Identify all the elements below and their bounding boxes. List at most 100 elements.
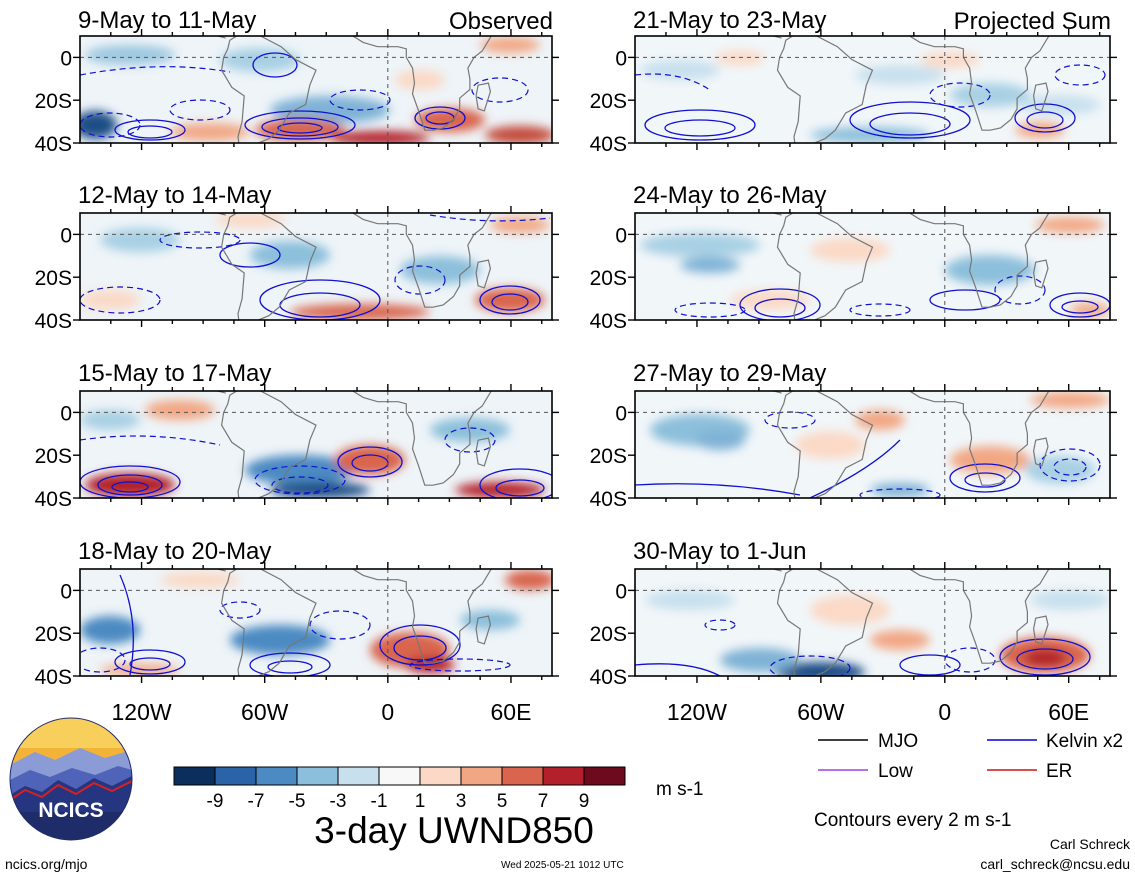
panel-overlay: [635, 535, 1110, 676]
lat-label: 0: [615, 224, 627, 247]
contour-note: Contours every 2 m s-1: [814, 810, 1011, 831]
panel-frame: [634, 568, 1111, 677]
colorbar-swatch: [501, 766, 544, 786]
lat-label: 40S: [35, 488, 72, 511]
observed-label: Observed: [449, 8, 553, 35]
lat-label: 0: [615, 47, 627, 70]
lat-label: 40S: [590, 666, 627, 689]
coastline: [220, 213, 317, 320]
coastline: [776, 569, 874, 676]
lat-label: 0: [60, 402, 72, 425]
colorbar-tick-label: 1: [415, 791, 426, 812]
colorbar-swatch: [378, 766, 421, 786]
panel-frame: [79, 390, 553, 499]
footer-email: carl_schreck@ncsu.edu: [980, 856, 1130, 872]
panel-frame: [79, 568, 553, 677]
lat-label: 0: [60, 224, 72, 247]
colorbar-swatch: [542, 766, 585, 786]
panel-overlay: [635, 213, 1110, 320]
coastline: [772, 569, 782, 572]
coastline: [1032, 615, 1049, 645]
footer-url: ncics.org/mjo: [5, 856, 88, 872]
main-title: 3-day UWND850: [314, 810, 594, 851]
colorbar-swatch: [460, 766, 503, 786]
coastline: [216, 391, 226, 394]
map-overlays: 0 20S 40S 0 20S 40S 0 20S 40S 0 20S 40S 120W 60W 0 60E 0…: [35, 29, 1117, 725]
panel-overlay: [635, 36, 1110, 143]
lon-label: 60E: [490, 699, 531, 725]
panel-title: 9-May to 11-May: [78, 7, 256, 34]
colorbar-tick-label: 7: [538, 791, 549, 812]
coastline: [475, 615, 492, 645]
panel-right-2: 24-May to 26-May: [633, 182, 1110, 320]
panel-frame: [79, 35, 553, 144]
lat-label: 20S: [590, 445, 627, 468]
panel-right-4: 30-May to 1-Jun: [633, 538, 1110, 676]
colorbar-tick-label: 9: [579, 791, 590, 812]
coastline: [772, 213, 782, 216]
panel-overlay: [80, 213, 552, 320]
coastline: [909, 213, 1050, 308]
lat-label: 20S: [590, 90, 627, 113]
uwnd-field: [80, 36, 552, 143]
coastline: [476, 357, 509, 387]
colorbar-swatch: [296, 766, 339, 786]
logo-text: NCICS: [38, 799, 103, 822]
uwnd-field: [635, 36, 1110, 143]
uwnd-field: [80, 569, 552, 676]
colorbar-swatch: [173, 766, 216, 786]
lat-label: 20S: [35, 445, 72, 468]
footer-timestamp: Wed 2025-05-21 1012 UTC: [501, 860, 624, 871]
panel-overlay: [80, 36, 552, 143]
colorbar-tick-label: -9: [207, 791, 224, 812]
coastline: [1034, 535, 1067, 565]
lon-label: 60W: [797, 699, 845, 725]
coastline: [352, 36, 492, 131]
coastline: [220, 391, 317, 498]
colorbar-swatch: [337, 766, 380, 786]
coastline: [352, 391, 492, 486]
panel-title: 30-May to 1-Jun: [633, 538, 806, 565]
contour-legend: MJO Kelvin x2 Low ER Contours every 2 m …: [814, 731, 1123, 831]
panel-overlay: [80, 569, 552, 676]
coastline: [909, 36, 1050, 131]
lon-label: 0: [381, 699, 394, 725]
lat-label: 0: [60, 47, 72, 70]
legend-label-er: ER: [1046, 761, 1072, 782]
lat-label: 20S: [590, 623, 627, 646]
colorbar-swatch: [214, 766, 257, 786]
lat-label: 20S: [590, 267, 627, 290]
panel-overlay: [635, 357, 1110, 498]
lat-label: 20S: [35, 623, 72, 646]
lon-label: 120W: [112, 699, 172, 725]
coastline: [475, 437, 492, 467]
lat-label: 40S: [590, 488, 627, 511]
uwnd-field: [80, 391, 552, 498]
coastline: [1034, 357, 1067, 387]
panel-title: 21-May to 23-May: [633, 7, 826, 34]
uwnd-field: [635, 213, 1110, 320]
coastline: [1032, 437, 1049, 467]
coastline: [776, 391, 874, 498]
footer-author: Carl Schreck: [1050, 836, 1131, 852]
coastline: [772, 36, 782, 39]
uwnd-field: [635, 569, 1110, 676]
coastline: [475, 259, 492, 289]
colorbar-tick-label: -7: [248, 791, 265, 812]
panel-right-3: 27-May to 29-May: [633, 360, 1110, 498]
panel-title: 18-May to 20-May: [78, 538, 271, 565]
coastline: [772, 391, 782, 394]
lon-label: 60W: [241, 699, 289, 725]
panel-left-1: 9-May to 11-May Observed: [78, 7, 553, 143]
colorbar-tick-label: -3: [330, 791, 347, 812]
lat-label: 0: [615, 402, 627, 425]
panel-frame: [634, 212, 1111, 321]
lon-label: 60E: [1048, 699, 1089, 725]
colorbar-tick-label: -1: [371, 791, 388, 812]
lat-label: 20S: [35, 90, 72, 113]
colorbar-swatch: [583, 766, 626, 786]
colorbar: -9 -7 -5 -3 -1 1 3 5 7 9: [173, 766, 626, 812]
coastline: [475, 82, 492, 112]
lat-label: 40S: [590, 310, 627, 333]
